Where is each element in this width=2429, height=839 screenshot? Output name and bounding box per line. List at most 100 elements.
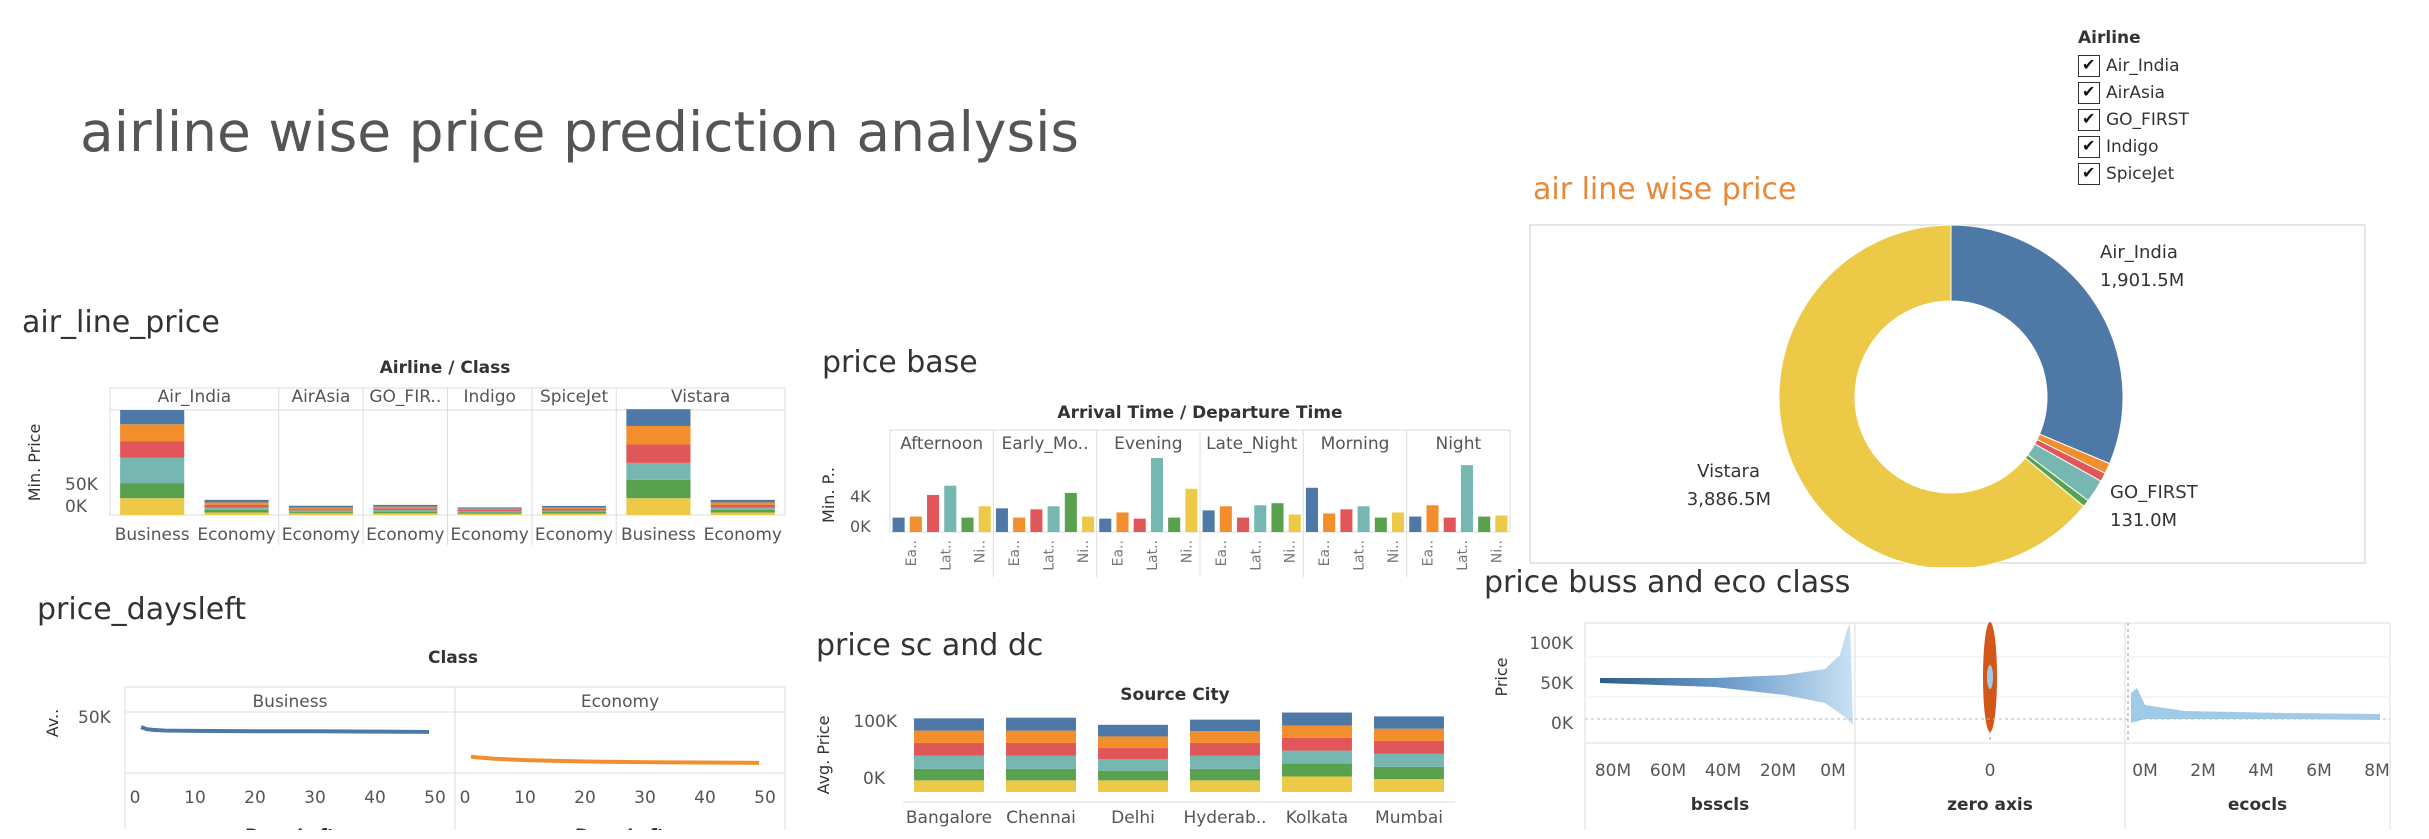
price-base-chart[interactable]: Arrival Time / Departure Time Afternoon Ea… (820, 400, 1520, 585)
bar-segment (1282, 725, 1352, 738)
bar-segment (542, 513, 607, 515)
bar-segment (457, 511, 522, 513)
airline-header: GO_FIR.. (369, 387, 441, 407)
bar-segment (1282, 737, 1352, 751)
price-daysleft-chart[interactable]: Class Business 0 10 20 30 40 50 Days Left Economy… (30, 645, 800, 830)
bar-segment (1190, 755, 1260, 769)
bar-segment (373, 504, 438, 507)
bar (927, 494, 940, 532)
x-tick-label: 50 (754, 788, 776, 808)
class-tick-label: Business (621, 525, 696, 545)
bar-segment (542, 507, 607, 509)
bar-segment (373, 506, 438, 509)
bar-segment (204, 502, 269, 505)
group-header: Morning (1321, 434, 1390, 454)
sub-tick-label: Ni.. (1386, 540, 1402, 563)
donut-label: 131.0M (2110, 510, 2177, 531)
legend-item-go-first[interactable]: GO_FIRST (2078, 106, 2189, 133)
sub-tick-label: Lat.. (1455, 540, 1471, 571)
x-tick-label: 2M (2190, 761, 2215, 781)
legend-item-label: AirAsia (2106, 82, 2165, 103)
y-tick-label: 0K (65, 497, 88, 517)
air-line-price-chart[interactable]: Airline / Class Air_India AirAsia GO_FIR.. I… (25, 355, 795, 570)
bar-segment (204, 512, 269, 515)
y-axis-label: Min. Price (25, 424, 44, 502)
bar (1219, 506, 1232, 532)
bar-segment (204, 499, 269, 503)
panel-title: bsscls (1691, 795, 1749, 815)
x-tick-label: 60M (1650, 761, 1686, 781)
airline-wise-price-donut-chart[interactable]: Air_India 1,901.5M GO_FIRST 131.0M Vistara 3,… (1525, 222, 2375, 567)
bar (1116, 512, 1129, 532)
category-tick-label: Delhi (1111, 808, 1155, 828)
bar-segment (914, 780, 984, 792)
chart-header: Source City (1120, 685, 1229, 705)
bar-segment (1098, 780, 1168, 792)
sub-tick-label: Lat.. (938, 540, 954, 571)
category-tick-label: Kolkata (1286, 808, 1348, 828)
sub-tick-label: Ni.. (1283, 540, 1299, 563)
bar-segment (1374, 728, 1444, 741)
checkbox-icon[interactable] (2078, 162, 2100, 185)
x-tick-label: 30 (304, 788, 326, 808)
bar-segment (457, 508, 522, 510)
bar-segment (1282, 750, 1352, 764)
y-tick-label: 0K (863, 769, 886, 789)
bar-segment (1282, 712, 1352, 726)
bar-segment (373, 513, 438, 515)
bar-segment (710, 499, 775, 503)
group-header: Night (1435, 434, 1481, 454)
x-tick-label: 8M (2364, 761, 2389, 781)
bar-segment (457, 509, 522, 512)
sub-tick-label: Ea.. (1214, 540, 1230, 566)
bar (1288, 514, 1301, 532)
bar (1460, 465, 1473, 532)
group-header: Evening (1114, 434, 1182, 454)
bar (1047, 506, 1060, 532)
price-buss-eco-chart[interactable]: bsscls zero axis ecocls 80M 60M 40M 20M 0M 0 0M 2M… (1485, 615, 2405, 830)
bar-segment (120, 424, 185, 442)
bar-segment (1098, 724, 1168, 737)
bar-segment (1374, 766, 1444, 780)
price-sc-dc-chart[interactable]: Source City Bangalore Chennai Delhi Hyderab.… (815, 680, 1475, 835)
y-tick-label: 4K (850, 487, 871, 506)
bar-segment (914, 768, 984, 781)
legend-item-label: SpiceJet (2106, 163, 2175, 184)
bar (1478, 516, 1491, 532)
bar-segment (1190, 768, 1260, 781)
bar (892, 517, 905, 532)
legend-item-spicejet[interactable]: SpiceJet (2078, 160, 2189, 187)
bar-segment (914, 718, 984, 731)
bar (1409, 516, 1422, 532)
legend-item-air-india[interactable]: Air_India (2078, 52, 2189, 79)
bar (944, 485, 957, 532)
bar-segment (288, 507, 353, 510)
bar-segment (1282, 776, 1352, 792)
bar-segment (204, 509, 269, 513)
bar (1030, 509, 1043, 532)
bar (1064, 492, 1077, 532)
checkbox-icon[interactable] (2078, 135, 2100, 158)
checkbox-icon[interactable] (2078, 54, 2100, 77)
checkbox-icon[interactable] (2078, 108, 2100, 131)
bar-segment (1098, 736, 1168, 749)
panel-title: ecocls (2228, 795, 2287, 815)
bar-segment (1006, 730, 1076, 743)
legend-item-airasia[interactable]: AirAsia (2078, 79, 2189, 106)
y-axis-label: Min. P.. (820, 467, 838, 523)
bar-segment (542, 508, 607, 511)
bar (1150, 457, 1163, 532)
y-tick-label: 100K (853, 712, 897, 732)
bar-segment (626, 462, 691, 480)
class-tick-label: Economy (366, 525, 444, 545)
bar-segment (457, 507, 522, 509)
legend-item-indigo[interactable]: Indigo (2078, 133, 2189, 160)
group-header: Late_Night (1206, 434, 1298, 454)
airline-header: AirAsia (291, 387, 350, 407)
bar (978, 506, 991, 532)
bar-segment (1374, 779, 1444, 792)
x-tick-label: 30 (634, 788, 656, 808)
sub-tick-label: Lat.. (1352, 540, 1368, 571)
bar (1357, 506, 1370, 532)
checkbox-icon[interactable] (2078, 81, 2100, 104)
